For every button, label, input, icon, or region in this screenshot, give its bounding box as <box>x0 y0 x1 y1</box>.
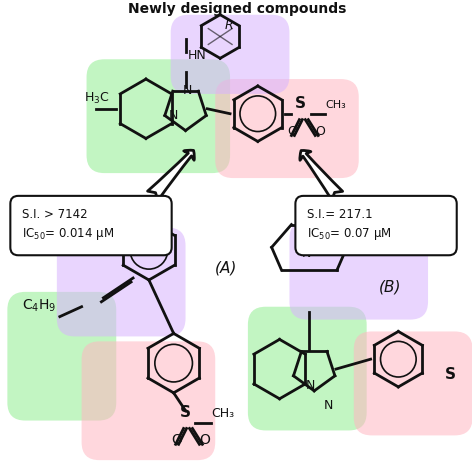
FancyBboxPatch shape <box>57 228 185 337</box>
Text: O: O <box>172 433 182 447</box>
Text: (A): (A) <box>215 260 237 275</box>
FancyBboxPatch shape <box>248 307 367 430</box>
Text: S.I. > 7142: S.I. > 7142 <box>22 208 88 220</box>
Text: CH₃: CH₃ <box>325 100 346 110</box>
Text: N: N <box>324 399 334 412</box>
FancyBboxPatch shape <box>354 331 473 436</box>
Text: $\mathregular{C_4H_9}$: $\mathregular{C_4H_9}$ <box>22 298 57 314</box>
FancyBboxPatch shape <box>171 15 290 94</box>
Text: $\mathregular{IC_{50}}$= 0.014 μM: $\mathregular{IC_{50}}$= 0.014 μM <box>22 227 114 242</box>
FancyBboxPatch shape <box>87 59 230 173</box>
Text: CH₃: CH₃ <box>211 407 234 419</box>
Text: HN: HN <box>188 49 206 62</box>
Text: N: N <box>169 109 178 122</box>
FancyBboxPatch shape <box>8 292 116 420</box>
Text: O: O <box>334 218 344 230</box>
FancyBboxPatch shape <box>215 79 359 178</box>
Text: $\mathregular{H_3C}$: $\mathregular{H_3C}$ <box>83 91 109 106</box>
Text: S: S <box>445 367 456 382</box>
Text: Newly designed compounds: Newly designed compounds <box>128 2 346 16</box>
Text: N: N <box>182 84 192 97</box>
Text: S: S <box>294 96 305 111</box>
FancyBboxPatch shape <box>82 341 215 460</box>
Text: O: O <box>200 433 210 447</box>
Text: (B): (B) <box>379 280 401 295</box>
Text: R: R <box>225 18 234 32</box>
Text: N: N <box>301 247 311 260</box>
FancyBboxPatch shape <box>10 196 172 255</box>
FancyBboxPatch shape <box>295 196 457 255</box>
Text: O: O <box>287 126 297 138</box>
Text: O: O <box>315 126 325 138</box>
Text: S.I.= 217.1: S.I.= 217.1 <box>307 208 373 220</box>
Text: $\mathregular{IC_{50}}$= 0.07 μM: $\mathregular{IC_{50}}$= 0.07 μM <box>307 227 392 242</box>
Text: S: S <box>180 405 191 419</box>
Text: N: N <box>305 379 315 392</box>
FancyBboxPatch shape <box>290 220 428 319</box>
